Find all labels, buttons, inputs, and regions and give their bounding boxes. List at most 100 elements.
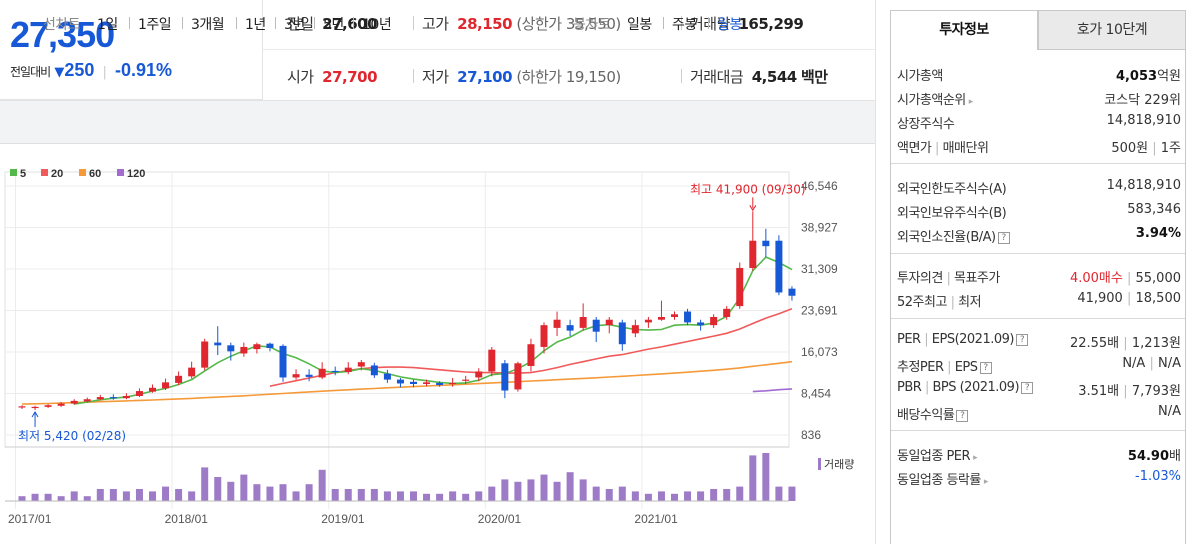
divider	[353, 17, 354, 29]
period-10y-button[interactable]: 10년	[362, 17, 392, 33]
volume-label: 거래량	[824, 458, 854, 471]
candle-body	[83, 399, 91, 402]
period-1d-button[interactable]: 1일	[97, 17, 118, 33]
trading-unit: 1주	[1160, 141, 1181, 156]
candle-body	[410, 381, 417, 384]
opinion-label: 투자의견	[897, 271, 943, 286]
volume-bar	[410, 491, 417, 501]
w52-high-label: 52주최고	[897, 295, 947, 310]
volume-value: 165,299	[738, 15, 804, 33]
legend-label: 60	[89, 168, 101, 180]
industry-change[interactable]: 동일업종 등락률 ▸	[897, 469, 988, 488]
candle-body	[736, 267, 744, 307]
volume-bar	[122, 491, 130, 501]
x-tick-label: 2018/01	[165, 512, 209, 526]
volume-bar	[697, 491, 705, 501]
help-icon[interactable]: ?	[1021, 381, 1034, 394]
volume-bar	[736, 486, 744, 501]
chart-annotations: 최고 41,900 (09/30) 최저 5,420 (02/28)	[18, 182, 806, 443]
prev-close-value: 27,600	[322, 15, 378, 33]
divider	[681, 69, 682, 83]
market-cap-label: 시가총액	[897, 69, 943, 84]
volume-bar	[201, 467, 209, 501]
x-tick-label: 2021/01	[634, 512, 678, 526]
x-tick-label: 2019/01	[321, 512, 365, 526]
period-1w-button[interactable]: 1주일	[138, 17, 172, 33]
candle-body	[618, 322, 626, 345]
period-3m-button[interactable]: 3개월	[191, 17, 225, 33]
volume-bar	[279, 484, 287, 501]
period-1y-button[interactable]: 1년	[245, 17, 266, 33]
target-value: 55,000	[1135, 271, 1182, 286]
target-label: 목표주가	[954, 271, 1000, 286]
candle-body	[644, 319, 652, 323]
open-price: 시가 27,700	[287, 66, 378, 87]
tab-orderbook[interactable]: 호가 10단계	[1038, 10, 1186, 50]
candle-body	[57, 403, 65, 406]
volume-bar	[553, 481, 561, 501]
volume-bar	[631, 491, 639, 501]
price-summary-box	[0, 0, 263, 100]
volume-bar	[149, 491, 156, 501]
bps-value: 7,793원	[1131, 384, 1181, 399]
volume-bar	[527, 479, 535, 501]
market-cap-rank[interactable]: 시가총액순위 ▸	[897, 89, 973, 108]
candle-monthly-button[interactable]: 월봉	[717, 17, 742, 33]
y-tick-label: 8,454	[801, 387, 831, 401]
volume-bar	[318, 469, 326, 501]
volume-bar	[57, 496, 65, 501]
candle-body	[227, 345, 235, 352]
trading-unit-label: 매매단위	[942, 141, 989, 156]
divider	[263, 49, 875, 50]
prev-close-label: 전일	[287, 15, 314, 33]
candle-chart-label: 봉차트	[573, 17, 611, 33]
market-cap-value: 4,053	[1115, 69, 1158, 84]
volume-bar	[175, 489, 183, 501]
candle-weekly-button[interactable]: 주봉	[672, 17, 697, 33]
w52-values: 41,900 | 18,500	[1077, 291, 1181, 306]
help-icon[interactable]: ?	[979, 361, 992, 374]
per-values: 22.55배 | 1,213원	[1069, 336, 1181, 351]
help-icon[interactable]: ?	[956, 409, 969, 422]
tab-investment-info[interactable]: 투자정보	[890, 10, 1038, 50]
eps-value: 1,213원	[1131, 336, 1181, 351]
opinion-row: 투자의견 | 목표주가	[897, 271, 1000, 286]
divider	[891, 430, 1185, 431]
down-triangle-icon: ▼	[54, 65, 65, 80]
change-percent: -0.91%	[115, 60, 173, 80]
par-value-row: 액면가 | 매매단위	[897, 141, 989, 156]
industry-per-label: 동일업종 PER	[897, 449, 971, 464]
w52-low-value: 18,500	[1135, 291, 1182, 306]
volume-bar	[775, 486, 783, 501]
lower-limit-value: 19,150)	[565, 68, 621, 86]
volume-bar	[188, 491, 196, 501]
est-eps-value: N/A	[1158, 356, 1181, 371]
chart-background	[0, 145, 875, 544]
volume-bar	[644, 493, 652, 501]
volume-bar	[370, 489, 378, 501]
foreign-limit-label: 외국인한도주식수(A)	[897, 182, 1007, 197]
y-axis: 46,546 38,927 31,309 23,691 16,073 8,454 836	[801, 179, 838, 442]
candle-body	[449, 382, 457, 385]
dividend-label: 배당수익률	[897, 408, 955, 423]
help-icon[interactable]: ?	[997, 231, 1010, 244]
per-value: 22.55배	[1069, 336, 1120, 351]
upper-limit-value: 35,550)	[565, 15, 621, 33]
foreign-ratio-value: 3.94%	[1135, 226, 1181, 241]
ma60-line	[21, 360, 793, 405]
period-3y-button[interactable]: 3년	[284, 17, 305, 33]
line-chart-label: 선차트	[43, 17, 81, 33]
change-label: 전일대비	[10, 65, 51, 79]
legend-label: 120	[127, 168, 145, 180]
day-high: 고가 28,150 (상한가 35,550)	[422, 13, 621, 34]
help-icon[interactable]: ?	[1015, 333, 1028, 346]
candle-daily-button[interactable]: 일봉	[627, 17, 652, 33]
candle-body	[175, 375, 183, 383]
w52-low-label: 최저	[958, 295, 982, 310]
candle-body	[266, 343, 274, 349]
period-5y-button[interactable]: 5년	[323, 17, 344, 33]
candle-body	[344, 367, 352, 373]
chart-legend: 5 20 60 120	[10, 168, 145, 180]
industry-per[interactable]: 동일업종 PER ▸	[897, 445, 978, 464]
par-value-label: 액면가	[897, 141, 932, 156]
